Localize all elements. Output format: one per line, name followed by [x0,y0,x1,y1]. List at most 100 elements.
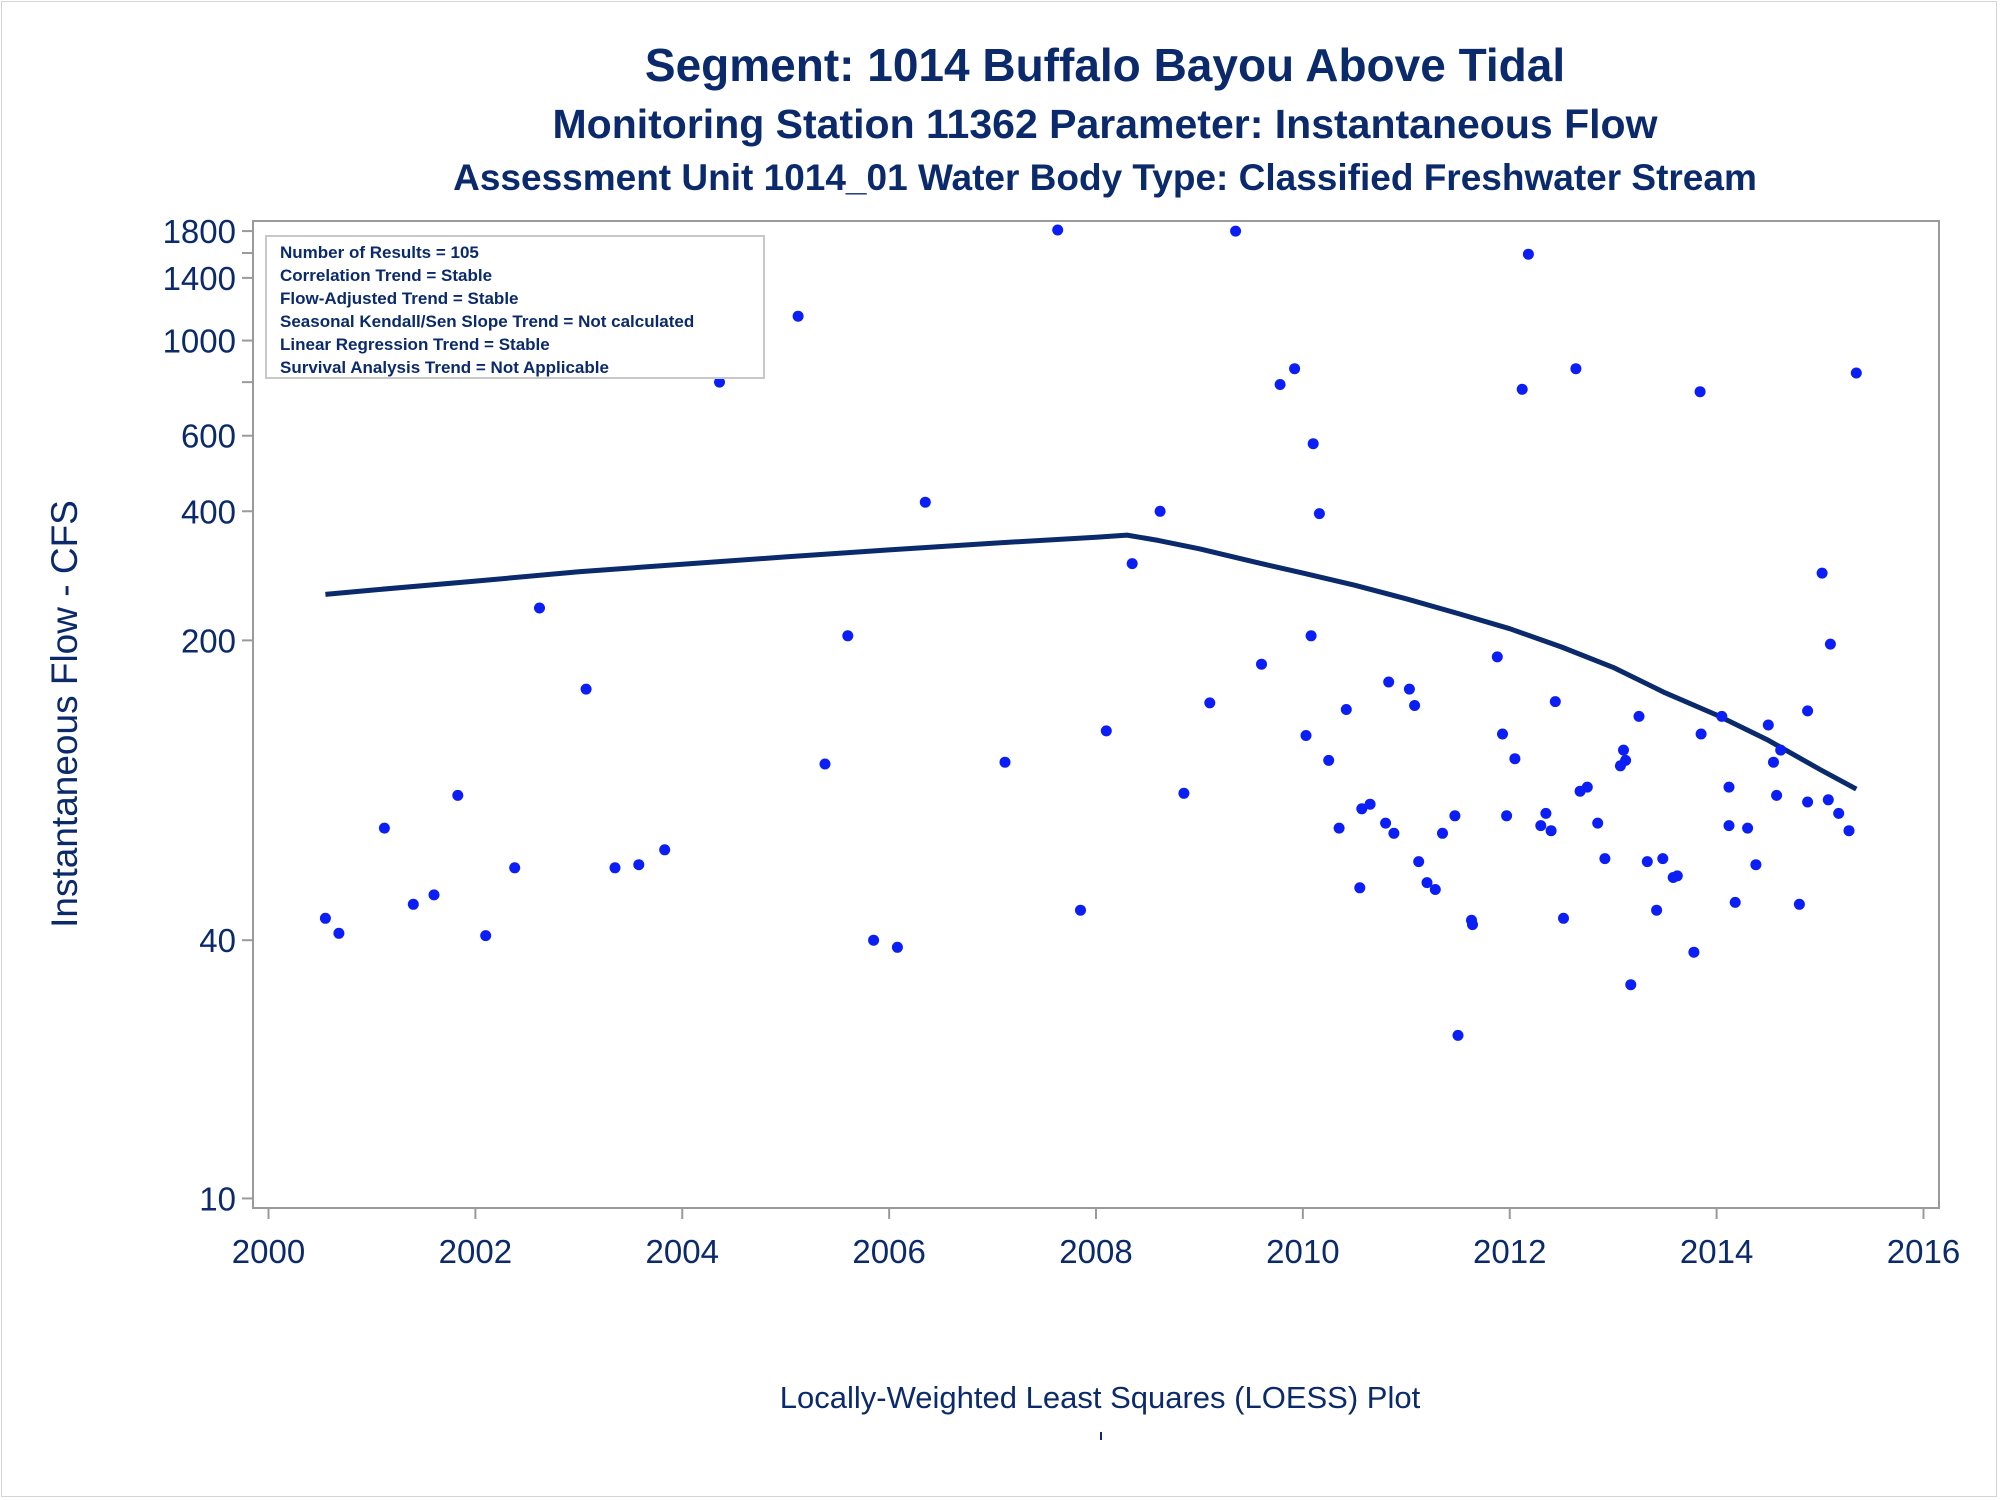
data-point [378,822,390,834]
data-point [580,683,592,695]
data-point [1100,725,1112,737]
data-point [1256,658,1267,670]
data-point [1274,379,1286,390]
x-tick-label: 2010 [1266,1233,1339,1270]
data-point [1449,810,1461,822]
data-points [319,224,1862,1041]
data-point [428,889,440,901]
data-point [1570,363,1582,375]
data-point [1641,856,1653,868]
data-point [1075,904,1086,916]
y-tick-label: 200 [181,622,236,659]
data-point [1843,825,1855,837]
x-tick-label: 2008 [1059,1233,1132,1270]
data-point [1522,248,1534,260]
stats-box-border [265,235,765,379]
data-point [1793,898,1805,910]
data-point [1850,367,1862,379]
x-tick-label: 2002 [439,1233,512,1270]
data-point [509,862,521,874]
y-tick-label: 10 [199,1180,236,1217]
data-point [1802,796,1814,808]
data-point [919,496,931,508]
data-point [1383,676,1395,688]
data-point [1657,853,1669,865]
data-point [1824,638,1836,650]
data-point [1750,859,1762,871]
data-point [333,927,345,939]
data-point [1323,754,1335,766]
data-point [659,844,671,856]
data-point [1354,882,1366,894]
data-point [1816,567,1828,579]
y-axis-label: Instantaneous Flow - CFS [44,500,85,928]
y-tick-label: 1800 [163,213,236,250]
data-point [534,602,545,614]
data-point [1822,794,1834,806]
data-point [842,630,854,642]
data-point [1768,756,1779,768]
data-point [1230,225,1242,237]
data-point [714,376,725,388]
data-point [1509,753,1521,765]
data-point [1421,877,1433,889]
y-axis: 10 40 200 400 600 1000 1400 1800 [163,213,253,1217]
stats-line: Seasonal Kendall/Sen Slope Trend = Not c… [280,312,694,331]
loess-trend-line [325,532,1858,792]
y-tick-label: 400 [181,493,236,530]
x-tick-label: 2006 [852,1233,925,1270]
data-point [1313,508,1325,520]
stats-line: Flow-Adjusted Trend = Stable [280,289,519,308]
x-tick-label: 2004 [646,1233,719,1270]
chart-subtitle-station: Monitoring Station 11362 Parameter: Inst… [552,101,1658,147]
y-tick-label: 40 [199,922,236,959]
data-point [792,310,804,322]
data-point [1592,817,1604,829]
data-point [1380,817,1392,829]
stats-line: Number of Results = 105 [280,243,479,262]
data-point [1516,383,1528,395]
data-point [1651,904,1663,916]
data-point [1716,710,1728,722]
data-point [1545,825,1557,837]
data-point [1178,787,1190,799]
data-point [1771,789,1783,801]
y-tick-label: 1000 [163,323,236,360]
data-point [1688,946,1700,958]
data-point [480,930,492,942]
data-point [1723,820,1735,832]
data-point [1413,856,1425,868]
x-tick-label: 2012 [1473,1233,1546,1270]
data-point [1300,730,1312,741]
data-point [819,758,831,770]
data-point [1204,697,1216,709]
data-point [1762,719,1774,731]
data-point [1403,683,1415,695]
data-point [1052,224,1064,236]
data-point [1833,807,1845,819]
data-point [1729,896,1741,908]
data-point [1467,919,1478,931]
data-point [1491,651,1503,663]
data-point [1540,807,1552,819]
data-point [1671,870,1683,882]
data-point [1340,704,1352,715]
data-point [1356,803,1368,815]
data-point [1409,700,1421,711]
chart-subtitle-assessment: Assessment Unit 1014_01 Water Body Type:… [453,157,1757,198]
footnote-tick [1100,1432,1102,1440]
data-point [452,789,464,801]
x-tick-label: 2016 [1887,1233,1960,1270]
x-tick-label: 2014 [1680,1233,1753,1270]
data-point [1620,754,1632,766]
data-point [1364,798,1376,810]
data-point [319,912,331,924]
data-point [1625,979,1637,991]
data-point [1497,728,1508,740]
data-point [1581,781,1593,793]
data-point [868,934,880,946]
data-point [1723,781,1735,793]
stats-line: Linear Regression Trend = Stable [280,335,550,354]
data-point [1452,1029,1464,1041]
